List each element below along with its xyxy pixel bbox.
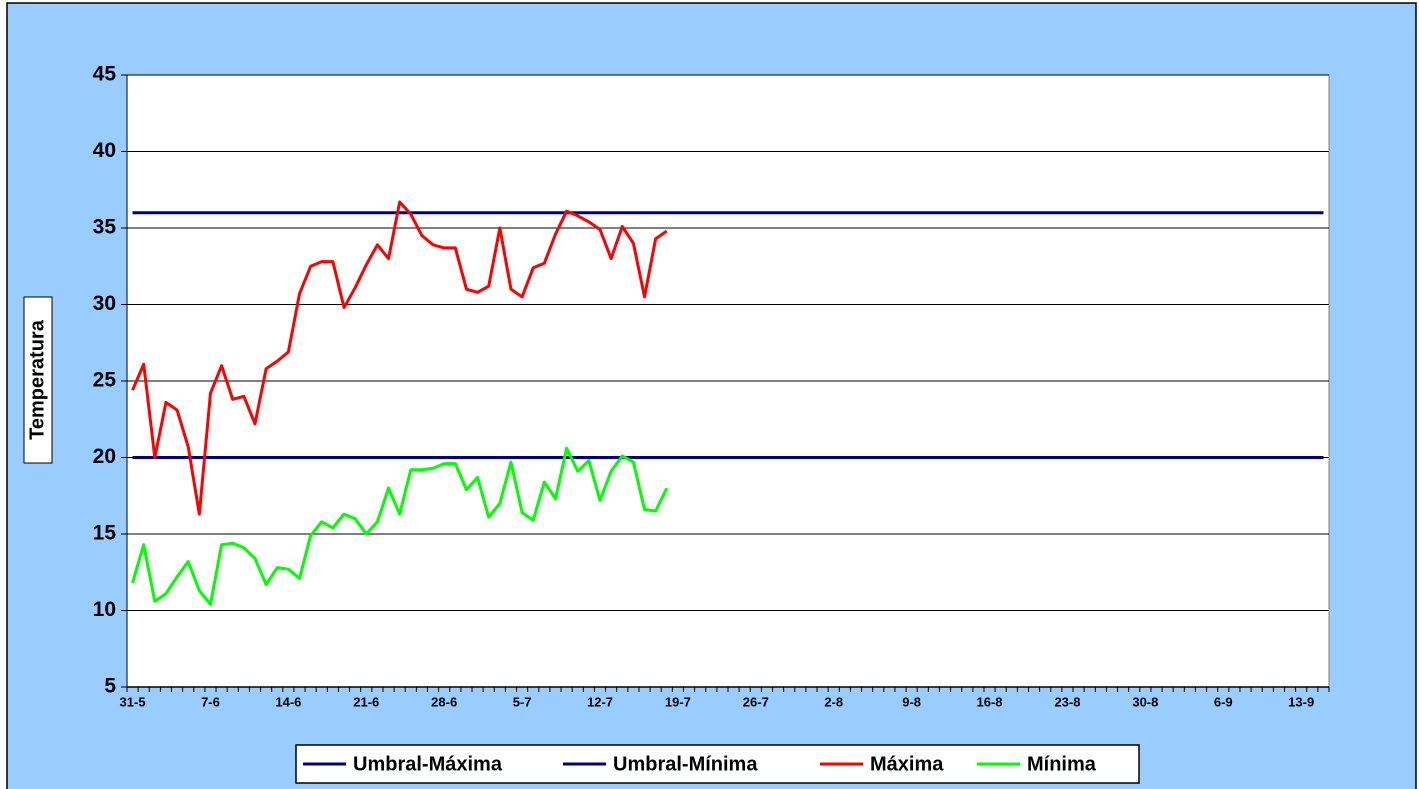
series-line [131,446,669,606]
y-tick-label: 5 [104,675,116,698]
x-tick-label: 31-5 [120,694,146,709]
y-label-box [23,296,53,464]
y-tick-label: 30 [93,292,116,315]
y-tick-label: 10 [93,598,116,621]
x-tick-label: 16-8 [977,694,1003,709]
x-tick-label: 28-6 [431,694,457,709]
x-tick-label: 2-8 [824,694,843,709]
x-tick-label: 14-6 [275,694,301,709]
y-tick-label: 20 [93,445,116,468]
x-tick-label: 9-8 [902,694,921,709]
legend-label: Máxima [870,753,944,775]
x-tick-label: 5-7 [513,694,532,709]
x-tick-label: 12-7 [587,694,613,709]
x-tick-label: 19-7 [665,694,691,709]
x-tick-label: 7-6 [201,694,220,709]
y-tick-label: 40 [93,139,116,162]
y-tick-label: 25 [93,369,117,392]
series-line [131,200,668,516]
y-tick-label: 45 [93,63,117,86]
x-tick-label: 21-6 [353,694,379,709]
y-tick-label: 15 [93,522,117,545]
x-tick-label: 6-9 [1214,694,1233,709]
y-axis-label: Temperatura [26,319,48,440]
x-tick-label: 23-8 [1054,694,1080,709]
legend-label: Umbral-Mínima [613,753,758,775]
x-tick-label: 26-7 [743,694,769,709]
legend-label: Mínima [1027,753,1097,775]
x-tick-label: 13-9 [1288,694,1314,709]
y-tick-label: 35 [93,216,117,239]
x-tick-label: 30-8 [1132,694,1158,709]
legend-label: Umbral-Máxima [353,753,503,775]
